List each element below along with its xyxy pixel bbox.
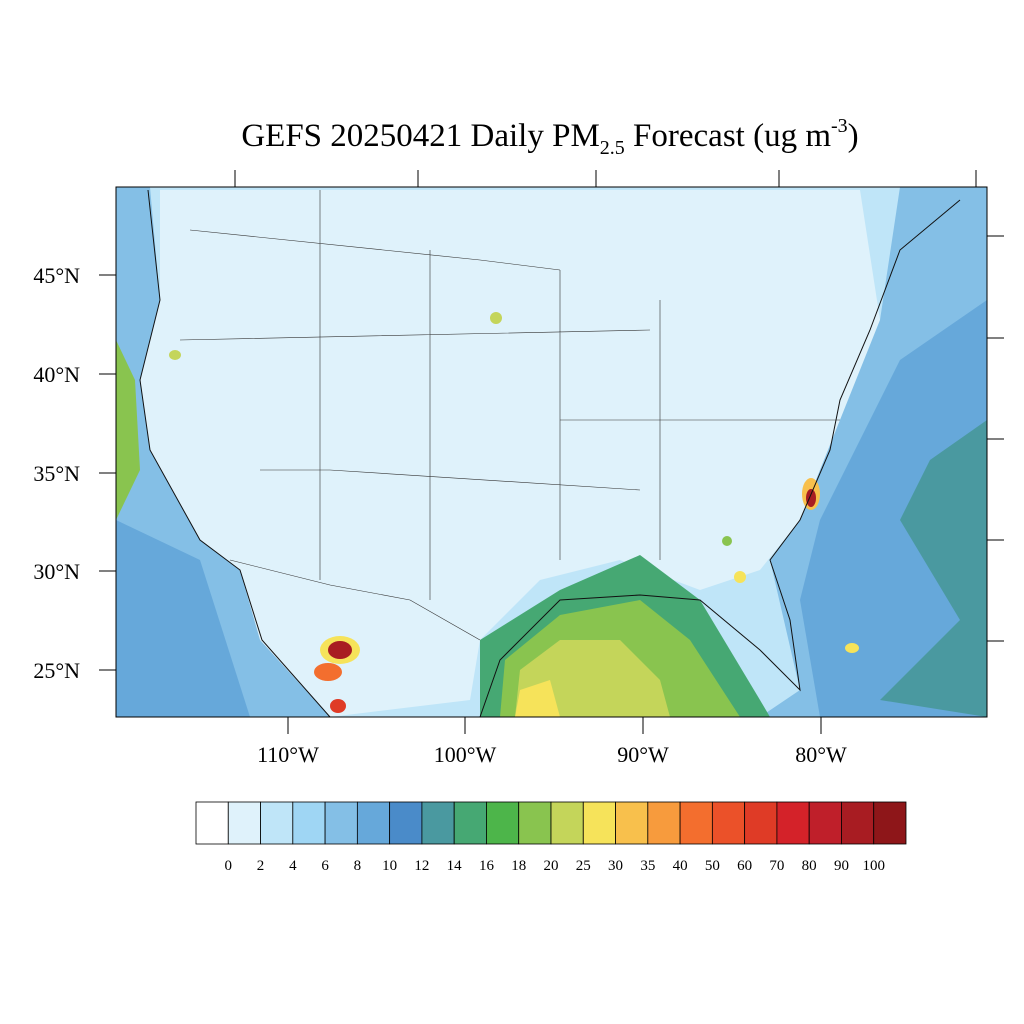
- colorbar-box: [776, 801, 810, 845]
- colorbar-box: [227, 801, 261, 845]
- colorbar-box: [518, 801, 552, 845]
- hotspot: [734, 571, 746, 583]
- colorbar-label: 100: [862, 858, 885, 874]
- colorbar: 0 2 4 6 8 10 12 14 16 18 20 25 30 35 40 50 60 70 80 90 100: [195, 801, 907, 874]
- title: GEFS 20250421 Daily PM2.5 Forecast (ug m…: [241, 115, 858, 159]
- colorbar-box: [389, 801, 423, 845]
- lon-label: 90°W: [617, 742, 669, 767]
- hotspot: [722, 536, 732, 546]
- colorbar-label: 80: [802, 858, 817, 874]
- lat-label: 30°N: [33, 559, 80, 584]
- colorbar-box: [324, 801, 358, 845]
- colorbar-label: 10: [382, 858, 397, 874]
- colorbar-label: 18: [511, 858, 526, 874]
- colorbar-box: [453, 801, 487, 845]
- colorbar-box: [615, 801, 649, 845]
- lon-label: 80°W: [795, 742, 847, 767]
- lon-label: 100°W: [434, 742, 497, 767]
- lat-label: 25°N: [33, 658, 80, 683]
- colorbar-label: 2: [257, 858, 265, 874]
- colorbar-box: [582, 801, 616, 845]
- lat-label: 35°N: [33, 461, 80, 486]
- colorbar-label: 50: [705, 858, 720, 874]
- colorbar-label: 8: [354, 858, 362, 874]
- colorbar-box: [841, 801, 875, 845]
- atlantic-teal: [880, 420, 987, 717]
- colorbar-box: [195, 801, 229, 845]
- colorbar-box: [550, 801, 584, 845]
- lon-label: 110°W: [257, 742, 319, 767]
- colorbar-label: 35: [640, 858, 655, 874]
- gulf-peak: [515, 680, 560, 717]
- colorbar-label: 4: [289, 858, 297, 874]
- lat-label: 45°N: [33, 263, 80, 288]
- land: [140, 190, 880, 717]
- map: 45°N 40°N 35°N 30°N 25°N 110°W 100°W 90°…: [33, 170, 1004, 767]
- colorbar-box: [260, 801, 294, 845]
- map-ticks: [99, 170, 1004, 734]
- coastline: [139, 189, 961, 717]
- colorbar-box: [292, 801, 326, 845]
- hotspot: [806, 489, 816, 507]
- colorbar-label: 60: [737, 858, 752, 874]
- title-units: Forecast (ug m: [625, 118, 832, 154]
- colorbar-label: 12: [414, 858, 429, 874]
- colorbar-box: [808, 801, 842, 845]
- colorbar-box: [356, 801, 391, 845]
- colorbar-box: [744, 801, 778, 845]
- hotspot: [490, 312, 502, 324]
- colorbar-label: 20: [544, 858, 559, 874]
- atlantic-band: [800, 300, 987, 717]
- pacific-band: [116, 520, 250, 717]
- colorbar-box: [873, 801, 907, 845]
- title-text: GEFS 20250421 Daily PM: [241, 118, 599, 154]
- colorbar-box: [421, 801, 455, 845]
- colorbar-box: [679, 801, 713, 845]
- colorbar-label: 90: [834, 858, 849, 874]
- colorbar-box: [711, 801, 746, 845]
- map-frame: [115, 186, 988, 718]
- colorbar-label: 40: [673, 858, 688, 874]
- colorbar-label: 16: [479, 858, 495, 874]
- title-close: ): [848, 118, 859, 154]
- hotspot: [314, 663, 342, 681]
- hotspot: [169, 350, 181, 360]
- colorbar-label: 14: [447, 858, 463, 874]
- colorbar-box: [486, 801, 520, 845]
- hotspot: [845, 643, 859, 653]
- colorbar-label: 25: [576, 858, 591, 874]
- state-borders: [179, 190, 840, 641]
- hotspot: [328, 641, 352, 659]
- colorbar-label: 6: [321, 858, 329, 874]
- colorbar-box: [647, 801, 681, 845]
- coast-band: [116, 340, 140, 520]
- title-superscript: -3: [831, 115, 848, 137]
- lat-label: 40°N: [33, 362, 80, 387]
- colorbar-label: 0: [225, 858, 233, 874]
- title-subscript: 2.5: [600, 137, 625, 159]
- colorbar-label: 30: [608, 858, 623, 874]
- hotspot: [330, 699, 346, 713]
- colorbar-label: 70: [769, 858, 784, 874]
